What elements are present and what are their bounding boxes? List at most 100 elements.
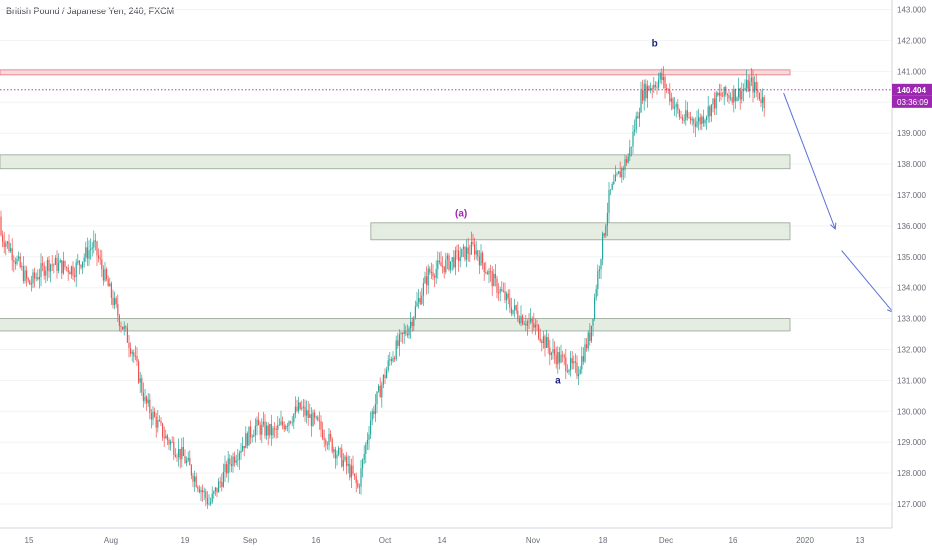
countdown-value: 03:36:09 — [897, 98, 929, 107]
candle-body — [254, 425, 256, 436]
time-tick-label: 16 — [729, 536, 738, 545]
candle-body — [226, 464, 228, 474]
candle-body — [291, 422, 293, 424]
time-tick-label: 19 — [181, 536, 190, 545]
candle-body — [104, 269, 106, 281]
candle-body — [742, 89, 744, 91]
candle-body — [741, 90, 743, 100]
candle-body — [123, 326, 125, 330]
candle-body — [301, 407, 303, 409]
candle-body — [426, 276, 428, 286]
candle-body — [232, 456, 234, 466]
candle-body — [429, 268, 431, 273]
candle-body — [256, 419, 258, 426]
candle-body — [170, 441, 172, 445]
candle-body — [222, 471, 224, 487]
candle-body — [131, 352, 133, 354]
candle-body — [346, 456, 348, 466]
candle-body — [570, 358, 572, 370]
candle-body — [126, 327, 128, 343]
candle-body — [734, 88, 736, 101]
candle-body — [229, 458, 231, 465]
candle-body — [435, 269, 437, 278]
candle-body — [659, 73, 661, 80]
candle-body — [286, 425, 288, 427]
candle-body — [178, 448, 180, 458]
candle-body — [157, 420, 159, 428]
candle-body — [440, 262, 442, 267]
candle-body — [290, 421, 292, 423]
candle-body — [414, 306, 416, 318]
candle-body — [402, 332, 404, 335]
candle-body — [528, 321, 530, 323]
candle-body — [470, 241, 472, 255]
candle-body — [640, 90, 642, 113]
candle-body — [24, 270, 26, 282]
candle-body — [154, 411, 156, 417]
candle-body — [691, 119, 693, 121]
candle-body — [384, 375, 386, 379]
candle-body — [3, 241, 5, 247]
candle-body — [368, 434, 370, 441]
candle-body — [360, 468, 362, 487]
candle-body — [672, 98, 674, 109]
candle-body — [453, 257, 455, 268]
candle-body — [406, 333, 408, 336]
candle-body — [472, 241, 474, 245]
candle-body — [738, 88, 740, 98]
candle-body — [720, 92, 722, 97]
candle-body — [589, 332, 591, 341]
candle-body — [747, 79, 749, 92]
candle-body — [186, 460, 188, 464]
candle-body — [282, 421, 284, 426]
price-tick-label: 141.000 — [897, 67, 926, 76]
candle-body — [488, 270, 490, 275]
candle-body — [117, 304, 119, 316]
candle-body — [400, 332, 402, 335]
support-zone — [0, 318, 791, 332]
candle-body — [200, 490, 202, 493]
candle-body — [314, 412, 316, 418]
candle-body — [610, 189, 612, 191]
candle-body — [230, 464, 232, 466]
candle-body — [736, 97, 738, 101]
candle-body — [486, 272, 488, 275]
candle-body — [114, 298, 116, 306]
candle-body — [688, 117, 690, 119]
candle-body — [757, 90, 759, 93]
candle-body — [234, 456, 236, 463]
candle-body — [155, 416, 157, 428]
candle-body — [160, 420, 162, 424]
candle-body — [646, 85, 648, 99]
candle-body — [413, 317, 415, 326]
candle-body — [110, 283, 112, 298]
time-tick-label: 13 — [856, 536, 865, 545]
candle-body — [280, 421, 282, 425]
candle-body — [512, 309, 514, 314]
time-tick-label: Aug — [104, 536, 118, 545]
candle-body — [635, 116, 637, 130]
candle-body — [490, 270, 492, 272]
candle-body — [238, 453, 240, 460]
candle-body — [208, 503, 210, 505]
candle-body — [302, 406, 304, 408]
candle-body — [698, 117, 700, 122]
candle-body — [10, 248, 12, 252]
candle-body — [538, 325, 540, 339]
candle-body — [125, 326, 127, 328]
candle-body — [184, 456, 186, 464]
projection-arrow — [783, 92, 836, 229]
candle-body — [682, 117, 684, 121]
candle-body — [608, 190, 610, 213]
candle-body — [102, 269, 104, 281]
candle-body — [754, 82, 756, 93]
candle-body — [443, 266, 445, 273]
candle-body — [206, 497, 208, 505]
candle-body — [341, 448, 343, 467]
candle-body — [357, 483, 359, 488]
candle-body — [709, 106, 711, 117]
candle-body — [163, 437, 165, 439]
candle-body — [533, 323, 535, 328]
candle-body — [541, 341, 543, 344]
